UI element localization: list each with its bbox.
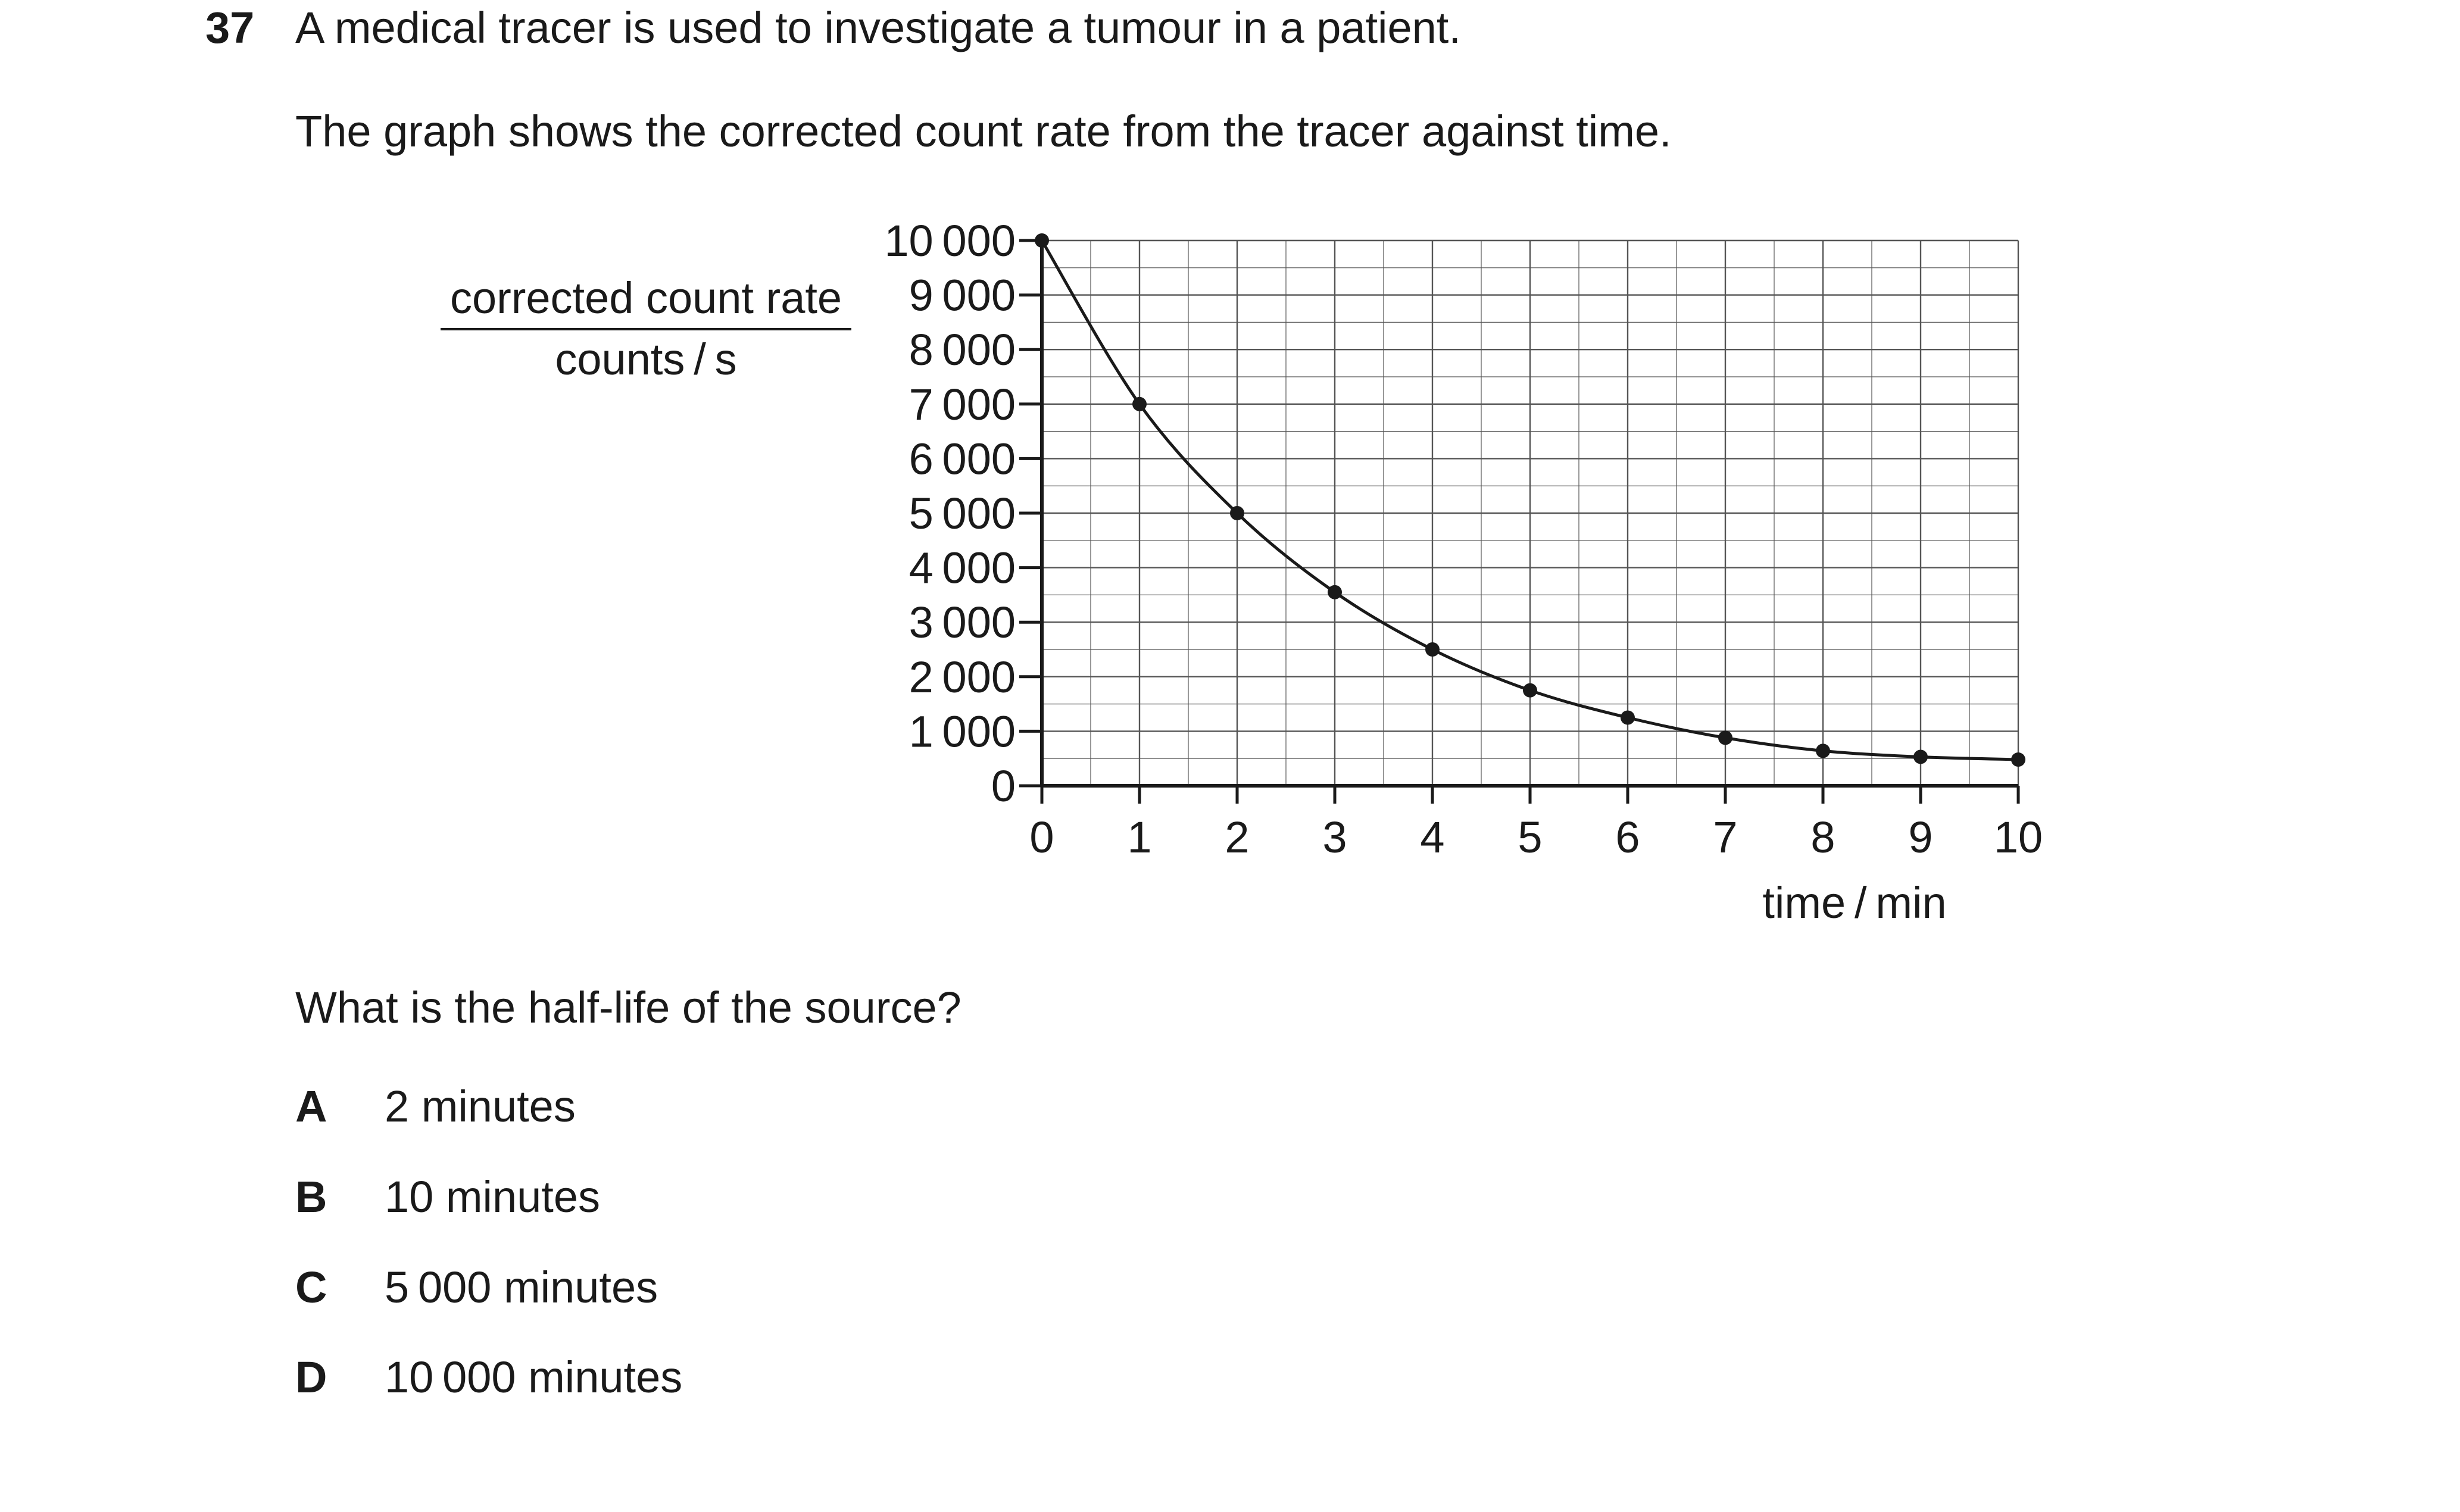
x-tick-label: 1 [1127,813,1151,862]
decay-curve [1040,239,2019,761]
data-point [1523,683,1537,698]
option-a-letter: A [295,1082,327,1131]
y-tick-label: 9 000 [909,271,1016,320]
y-tick-label: 2 000 [909,652,1016,702]
question-stem: A medical tracer is used to investigate … [295,3,1461,52]
x-tick-label: 4 [1420,813,1444,862]
data-point [1035,233,1049,248]
option-d-text[interactable]: 10 000 minutes [385,1352,683,1402]
x-axis-label: time / min [1762,878,1946,927]
data-point [1230,506,1244,520]
y-axis-label-quantity: corrected count rate [441,273,851,330]
data-point [1816,743,1830,758]
data-point [2011,752,2025,767]
x-tick-label: 9 [1908,813,1933,862]
option-b-letter: B [295,1172,327,1222]
option-b-text[interactable]: 10 minutes [385,1172,600,1222]
y-tick-label: 5 000 [909,489,1016,538]
y-tick-label: 6 000 [909,434,1016,483]
x-tick-label: 3 [1322,813,1347,862]
y-tick-label: 4 000 [909,543,1016,593]
option-a-text[interactable]: 2 minutes [385,1082,576,1131]
axis-layer [1019,239,2020,804]
option-d-letter: D [295,1352,327,1402]
question-intro: The graph shows the corrected count rate… [295,107,1672,156]
x-tick-label: 5 [1518,813,1542,862]
y-axis-label-unit: counts / s [555,335,737,384]
data-point [1718,730,1732,745]
question-ask: What is the half-life of the source? [295,983,961,1032]
x-tick-label: 2 [1225,813,1249,862]
data-point [1425,642,1440,657]
y-tick-label: 0 [991,761,1016,811]
data-point [1621,710,1635,725]
x-tick-label: 6 [1615,813,1640,862]
data-point [1328,585,1342,599]
tick-labels: 0 1 000 2 000 3 000 4 000 5 000 6 000 7 000 8 00… [884,216,2043,862]
y-tick-label: 10 000 [884,216,1016,265]
x-tick-label: 10 [1994,813,2043,862]
grid-layer [1041,239,2019,787]
data-point [1132,396,1147,411]
y-axis-label: corrected count rate counts / s [441,273,851,385]
y-tick-label: 8 000 [909,325,1016,374]
data-points [1035,233,2025,767]
x-tick-label: 7 [1713,813,1737,862]
x-tick-label: 8 [1810,813,1835,862]
decay-chart: 0 1 000 2 000 3 000 4 000 5 000 6 000 7 000 8 00… [884,216,2043,927]
option-c-text[interactable]: 5 000 minutes [385,1263,658,1312]
data-point [1913,749,1928,764]
x-tick-label: 0 [1029,813,1054,862]
y-tick-label: 1 000 [909,707,1016,756]
question-number: 37 [205,3,255,52]
y-tick-label: 3 000 [909,598,1016,647]
option-c-letter: C [295,1263,327,1312]
y-tick-label: 7 000 [909,380,1016,429]
